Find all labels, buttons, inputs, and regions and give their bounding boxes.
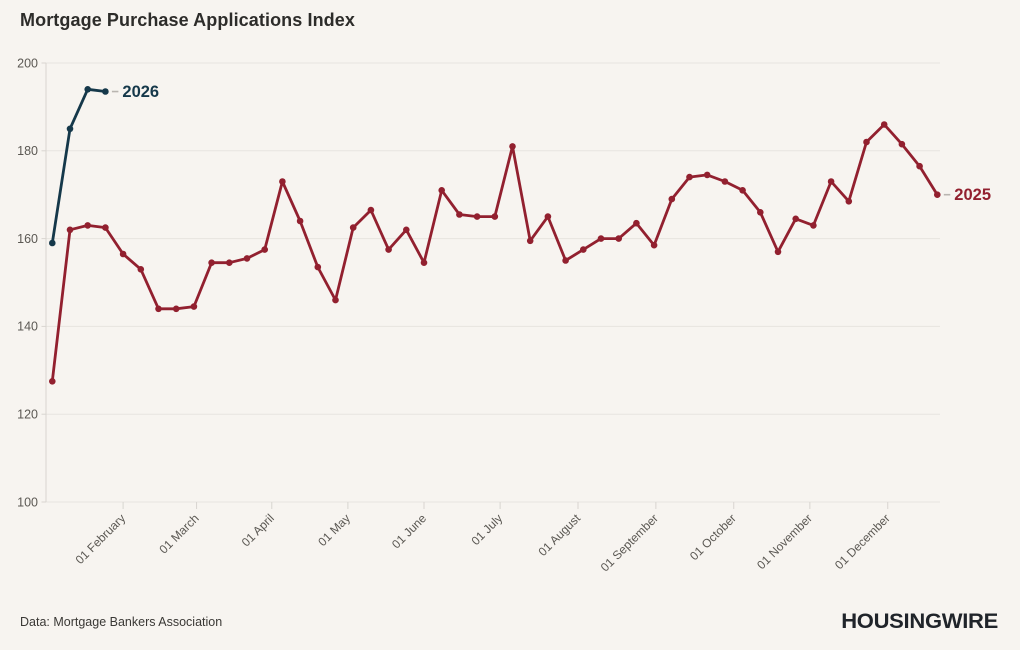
- data-point-marker: [863, 138, 870, 146]
- chart-title: Mortgage Purchase Applications Index: [20, 10, 356, 30]
- x-tick-label: 01 February: [73, 511, 129, 567]
- data-point-marker: [473, 213, 481, 220]
- data-point-marker: [119, 250, 127, 258]
- data-point-marker: [296, 217, 304, 225]
- x-tick-label: 01 September: [598, 511, 661, 574]
- y-tick-label: 200: [17, 56, 38, 70]
- data-point-marker: [509, 143, 516, 150]
- data-point-marker: [49, 239, 56, 247]
- data-point-marker: [562, 257, 569, 264]
- data-point-marker: [66, 125, 74, 133]
- data-point-marker: [66, 226, 74, 234]
- x-tick-label: 01 November: [754, 511, 815, 572]
- data-point-marker: [739, 187, 746, 194]
- data-point-marker: [438, 187, 446, 194]
- data-point-marker: [916, 162, 923, 170]
- series-label-2025: 2025: [954, 186, 991, 204]
- data-point-marker: [491, 213, 499, 220]
- data-point-marker: [190, 303, 198, 310]
- data-point-marker: [597, 235, 605, 242]
- data-point-marker: [615, 235, 622, 242]
- data-point-marker: [580, 246, 587, 253]
- data-point-marker: [155, 305, 162, 313]
- data-point-marker: [279, 178, 286, 185]
- data-point-marker: [84, 222, 91, 229]
- data-point-marker: [102, 224, 109, 231]
- data-point-marker: [385, 246, 392, 253]
- data-point-marker: [349, 224, 357, 231]
- y-tick-label: 100: [17, 495, 38, 509]
- y-tick-label: 180: [17, 144, 38, 158]
- brand-logo: HOUSINGWIRE: [841, 608, 998, 633]
- data-point-marker: [810, 222, 817, 229]
- data-point-marker: [757, 209, 764, 216]
- y-tick-label: 140: [17, 320, 38, 334]
- y-tick-labels: 100 120 140 160 180 200: [17, 56, 38, 509]
- data-point-marker: [137, 266, 145, 273]
- data-point-marker: [172, 305, 180, 313]
- data-point-marker: [403, 226, 410, 234]
- source-credit: Data: Mortgage Bankers Association: [20, 615, 223, 629]
- data-point-marker: [544, 213, 552, 220]
- x-axis: 01 February 01 March 01 April 01 May 01 June…: [73, 502, 893, 574]
- x-tick-label: 01 April: [239, 511, 277, 549]
- data-point-marker: [668, 195, 676, 203]
- data-point-marker: [526, 237, 534, 245]
- y-gridlines: [41, 62, 940, 503]
- series-2025-markers: [49, 121, 941, 385]
- x-tick-label: 01 August: [535, 511, 583, 559]
- data-point-marker: [84, 86, 91, 93]
- data-point-marker: [721, 178, 729, 185]
- x-tick-label: 01 June: [389, 511, 429, 551]
- series-2026-markers: [49, 86, 109, 247]
- data-point-marker: [898, 140, 906, 148]
- data-point-marker: [845, 198, 853, 205]
- data-point-marker: [367, 206, 375, 214]
- data-point-marker: [102, 88, 109, 95]
- data-point-marker: [208, 259, 215, 267]
- x-tick-label: 01 October: [687, 511, 739, 563]
- series-2026: 2026: [49, 83, 159, 247]
- x-tick-label: 01 July: [468, 511, 505, 548]
- data-point-marker: [243, 255, 251, 262]
- y-tick-label: 160: [17, 232, 38, 246]
- y-tick-label: 120: [17, 408, 38, 422]
- series-2025: 2025: [49, 121, 991, 385]
- x-tick-label: 01 December: [832, 511, 893, 572]
- x-tick-label: 01 March: [156, 511, 201, 556]
- data-point-marker: [261, 246, 269, 253]
- data-point-marker: [792, 215, 799, 223]
- series-label-2026: 2026: [122, 83, 159, 101]
- data-point-marker: [226, 259, 233, 267]
- data-point-marker: [332, 296, 339, 304]
- data-point-marker: [650, 241, 658, 249]
- x-tick-label: 01 May: [315, 511, 353, 549]
- data-point-marker: [827, 178, 835, 185]
- series-2026-line: [50, 87, 107, 245]
- series-2025-line: [50, 123, 939, 383]
- data-point-marker: [420, 259, 428, 267]
- data-point-marker: [686, 173, 693, 181]
- data-point-marker: [880, 121, 888, 128]
- data-point-marker: [456, 211, 463, 218]
- data-point-marker: [934, 191, 941, 198]
- data-point-marker: [633, 219, 640, 227]
- data-point-marker: [314, 263, 322, 271]
- data-point-marker: [774, 248, 782, 256]
- data-point-marker: [703, 171, 711, 179]
- data-point-marker: [49, 378, 56, 385]
